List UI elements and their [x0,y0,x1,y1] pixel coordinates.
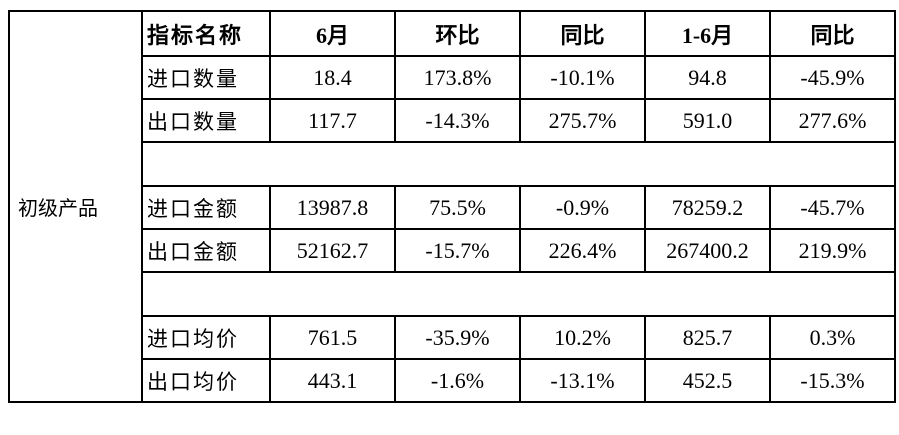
value-cell: 761.5 [269,315,396,360]
row-label: 出口金额 [141,228,271,273]
row-label: 进口金额 [141,185,271,230]
value-cell: 277.6% [769,98,896,143]
value-cell: 78259.2 [644,185,771,230]
value-cell: -0.9% [519,185,646,230]
value-cell: -35.9% [394,315,521,360]
header-cell: 环比 [394,10,521,57]
value-cell: 52162.7 [269,228,396,273]
value-cell: -45.7% [769,185,896,230]
blank-row [9,141,896,187]
blank-row [9,271,896,317]
value-cell: -45.9% [769,55,896,100]
value-cell: 825.7 [644,315,771,360]
value-cell: 267400.2 [644,228,771,273]
table-row: 出口均价 443.1 -1.6% -13.1% 452.5 -15.3% [9,358,896,403]
header-cell: 同比 [769,10,896,57]
blank-cell [141,141,896,187]
table-row: 出口数量 117.7 -14.3% 275.7% 591.0 277.6% [9,98,896,143]
table-row: 出口金额 52162.7 -15.7% 226.4% 267400.2 219.9% [9,228,896,273]
header-row: 初级产品 指标名称 6月 环比 同比 1-6月 同比 [8,10,896,403]
value-cell: 75.5% [394,185,521,230]
row-label: 出口数量 [141,98,271,143]
blank-cell [141,271,896,317]
value-cell: 275.7% [519,98,646,143]
value-cell: 94.8 [644,55,771,100]
value-cell: 591.0 [644,98,771,143]
value-cell: 10.2% [519,315,646,360]
value-cell: -15.7% [394,228,521,273]
header-cell: 1-6月 [644,10,771,57]
table-row: 进口均价 761.5 -35.9% 10.2% 825.7 0.3% [9,315,896,360]
value-cell: -13.1% [519,358,646,403]
value-cell: 0.3% [769,315,896,360]
category-cell: 初级产品 [8,10,143,403]
value-cell: 219.9% [769,228,896,273]
header-cell: 6月 [269,10,396,57]
header-cell: 同比 [519,10,646,57]
value-cell: -14.3% [394,98,521,143]
row-label: 进口数量 [141,55,271,100]
row-label: 进口均价 [141,315,271,360]
value-cell: 18.4 [269,55,396,100]
value-cell: -1.6% [394,358,521,403]
value-cell: 443.1 [269,358,396,403]
value-cell: 173.8% [394,55,521,100]
value-cell: -15.3% [769,358,896,403]
value-cell: 452.5 [644,358,771,403]
header-cell: 指标名称 [141,10,271,57]
value-cell: 117.7 [269,98,396,143]
value-cell: -10.1% [519,55,646,100]
value-cell: 13987.8 [269,185,396,230]
table-row: 进口数量 18.4 173.8% -10.1% 94.8 -45.9% [9,55,896,100]
table-row: 进口金额 13987.8 75.5% -0.9% 78259.2 -45.7% [9,185,896,230]
data-table: 初级产品 指标名称 6月 环比 同比 1-6月 同比 进口数量 18.4 173.8… [8,10,896,403]
row-label: 出口均价 [141,358,271,403]
value-cell: 226.4% [519,228,646,273]
